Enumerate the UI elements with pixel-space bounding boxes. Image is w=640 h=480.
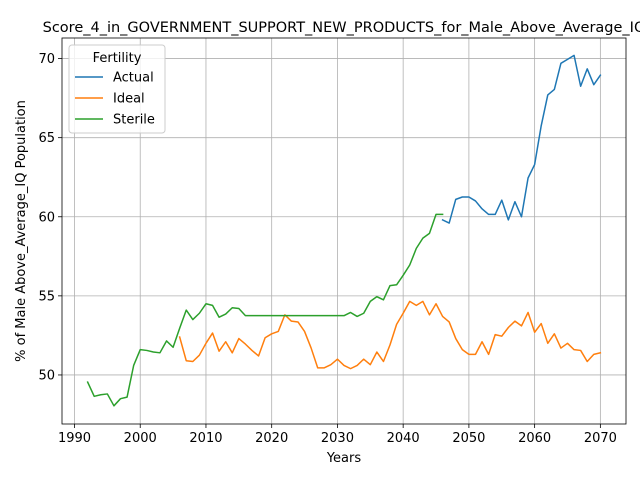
- x-tick-label: 2020: [255, 431, 288, 446]
- y-tick-label: 65: [38, 131, 55, 146]
- x-tick-label: 2050: [452, 431, 485, 446]
- plot-frame: [61, 37, 627, 425]
- legend-title: Fertility: [93, 51, 142, 66]
- x-tick-label: 2040: [387, 431, 420, 446]
- legend-label-ideal: Ideal: [113, 92, 145, 107]
- series-line-sterile: [86, 213, 444, 407]
- legend-box: [68, 44, 166, 134]
- legend-label-sterile: Sterile: [113, 113, 155, 128]
- axis-ticks: 1990 2000 2010 2020 2030 2040 2050 2060 2070 50 55…: [38, 52, 616, 446]
- y-tick-label: 50: [38, 368, 55, 383]
- x-tick-label: 2010: [189, 431, 222, 446]
- legend-items: Actual Ideal Sterile: [75, 71, 155, 128]
- y-tick-label: 60: [38, 210, 55, 225]
- y-axis-label: % of Male Above_Average_IQ Population: [14, 100, 29, 362]
- chart-title: Score_4_in_GOVERNMENT_SUPPORT_NEW_PRODUC…: [43, 20, 640, 36]
- series-layer: [86, 54, 602, 407]
- x-axis-label: Years: [326, 451, 362, 466]
- series-line-ideal: [178, 300, 602, 370]
- grid-lines: [62, 38, 626, 424]
- x-tick-label: 1990: [58, 431, 91, 446]
- y-tick-label: 55: [38, 289, 55, 304]
- x-tick-label: 2030: [321, 431, 354, 446]
- legend-label-actual: Actual: [113, 71, 154, 86]
- x-tick-label: 2070: [584, 431, 617, 446]
- series-line-actual: [441, 54, 602, 224]
- x-tick-label: 2060: [518, 431, 551, 446]
- legend: Fertility Actual Ideal Sterile: [68, 44, 166, 134]
- y-tick-label: 70: [38, 52, 55, 67]
- x-tick-label: 2000: [124, 431, 157, 446]
